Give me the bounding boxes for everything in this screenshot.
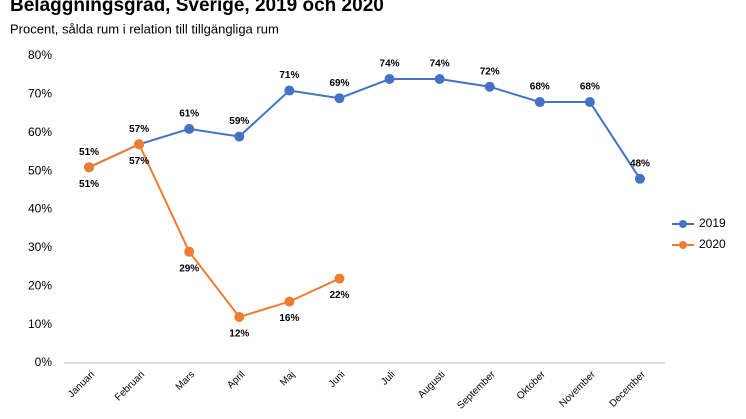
y-tick-label: 50%: [28, 163, 52, 177]
series-line: [88, 142, 340, 319]
data-label: 68%: [580, 82, 600, 93]
y-tick-label: 10%: [28, 317, 52, 331]
data-label: 57%: [129, 156, 149, 167]
point: [384, 74, 395, 85]
data-label: 29%: [179, 263, 199, 274]
y-tick-label: 40%: [28, 202, 52, 216]
x-tick-label: Juni: [327, 369, 348, 390]
x-tick-label: December: [608, 369, 649, 410]
y-tick-label: 80%: [28, 48, 52, 62]
data-label: 71%: [279, 70, 299, 81]
x-tick-label: Mars: [174, 369, 198, 393]
data-label: 51%: [79, 179, 99, 190]
point: [634, 173, 645, 184]
point: [434, 74, 445, 85]
x-tick-label: Januari: [66, 369, 97, 400]
point: [584, 97, 595, 108]
point: [334, 273, 345, 284]
point: [234, 311, 245, 322]
legend-label: 2019: [699, 216, 726, 230]
point: [234, 131, 245, 142]
point: [84, 162, 95, 173]
x-tick-label: Maj: [278, 369, 297, 388]
data-label: 16%: [279, 313, 299, 324]
point: [184, 123, 195, 134]
point: [284, 85, 295, 96]
data-label: 51%: [79, 147, 99, 158]
x-tick-label: Oktober: [515, 369, 548, 402]
data-label: 22%: [329, 290, 349, 301]
x-tick-label: November: [557, 369, 598, 410]
data-label: 69%: [329, 78, 349, 89]
legend-label: 2020: [699, 237, 726, 251]
x-tick-label: Februari: [113, 369, 147, 403]
y-tick-label: 70%: [28, 87, 52, 101]
data-label: 12%: [229, 329, 249, 340]
point: [184, 246, 195, 257]
legend-marker: [679, 241, 687, 249]
series-line: [88, 78, 641, 180]
y-tick-label: 60%: [28, 125, 52, 139]
y-tick-label: 30%: [28, 240, 52, 254]
data-label: 57%: [129, 124, 149, 135]
data-label: 68%: [530, 82, 550, 93]
chart-title: Beläggningsgrad, Sverige, 2019 och 2020: [10, 0, 384, 16]
x-tick-label: September: [455, 369, 498, 412]
data-label: 59%: [229, 116, 249, 127]
point: [534, 97, 545, 108]
point: [334, 93, 345, 104]
point: [134, 139, 145, 150]
point: [484, 81, 495, 92]
x-tick-label: Augusti: [416, 369, 447, 400]
y-tick-label: 20%: [28, 278, 52, 292]
data-label: 48%: [630, 158, 650, 169]
x-tick-label: Juli: [379, 369, 397, 387]
chart-subtitle: Procent, sålda rum i relation till tillg…: [10, 21, 279, 36]
data-label: 74%: [380, 59, 400, 70]
data-label: 72%: [480, 66, 500, 77]
x-tick-label: April: [225, 369, 247, 391]
data-label: 61%: [179, 109, 199, 120]
y-tick-label: 0%: [35, 355, 53, 369]
data-label: 74%: [430, 59, 450, 70]
legend-marker: [679, 220, 687, 228]
point: [284, 296, 295, 307]
